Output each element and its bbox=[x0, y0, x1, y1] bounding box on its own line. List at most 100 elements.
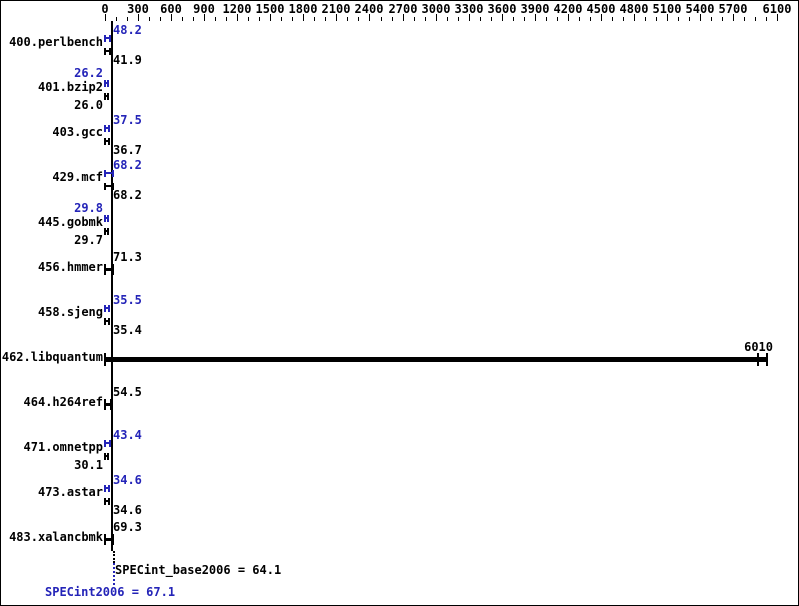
base-bar-462.libquantum bbox=[105, 357, 767, 362]
peak-bar-403.gcc-cap bbox=[108, 125, 110, 132]
peak-bar-429.mcf-cap bbox=[104, 170, 106, 177]
base-bar-464.h264ref-cap bbox=[104, 399, 106, 410]
peak-bar-401.bzip2-cap bbox=[107, 80, 109, 87]
x-axis-minor-tick bbox=[711, 17, 712, 21]
x-axis-minor-tick bbox=[491, 17, 492, 21]
x-axis-major-tick bbox=[700, 14, 701, 21]
x-axis-tick-label: 3300 bbox=[454, 2, 484, 16]
base-bar-401.bzip2-cap bbox=[107, 93, 109, 100]
base-bar-429.mcf-cap bbox=[104, 183, 106, 190]
base-value-458.sjeng: 35.4 bbox=[113, 323, 142, 337]
base-bar-429.mcf-cap bbox=[112, 183, 114, 190]
peak-bar-458.sjeng bbox=[105, 307, 109, 309]
peak-value-445.gobmk: 29.8 bbox=[74, 201, 103, 215]
x-axis-major-tick bbox=[733, 14, 734, 21]
base-value-403.gcc: 36.7 bbox=[113, 143, 142, 157]
x-axis-tick-label: 1800 bbox=[288, 2, 318, 16]
x-axis-major-tick bbox=[237, 14, 238, 21]
base-value-456.hmmer: 71.3 bbox=[113, 250, 142, 264]
x-axis-tick-label: 6100 bbox=[762, 2, 792, 16]
peak-value-400.perlbench: 48.2 bbox=[113, 23, 142, 37]
benchmark-label-483.xalancbmk: 483.xalancbmk bbox=[9, 530, 103, 544]
x-axis-major-tick bbox=[535, 14, 536, 21]
x-axis-tick-label: 5400 bbox=[685, 2, 715, 16]
base-bar-456.hmmer-cap bbox=[104, 264, 106, 275]
x-axis-major-tick bbox=[601, 14, 602, 21]
x-axis-major-tick bbox=[436, 14, 437, 21]
benchmark-label-456.hmmer: 456.hmmer bbox=[37, 260, 103, 274]
x-axis-minor-tick bbox=[744, 17, 745, 21]
x-axis-major-tick bbox=[171, 14, 172, 21]
x-axis-minor-tick bbox=[458, 17, 459, 21]
base-value-400.perlbench: 41.9 bbox=[113, 53, 142, 67]
base-bar-471.omnetpp bbox=[105, 455, 108, 457]
base-bar-403.gcc bbox=[105, 140, 109, 142]
x-axis-tick-label: 2100 bbox=[321, 2, 351, 16]
x-axis-minor-tick bbox=[248, 17, 249, 21]
x-axis-major-tick bbox=[403, 14, 404, 21]
x-axis-minor-tick bbox=[414, 17, 415, 21]
base-bar-464.h264ref bbox=[105, 403, 111, 406]
x-axis-tick-label: 3600 bbox=[487, 2, 517, 16]
peak-value-458.sjeng: 35.5 bbox=[113, 293, 142, 307]
x-axis-minor-tick bbox=[325, 17, 326, 21]
x-axis-minor-tick bbox=[281, 17, 282, 21]
x-axis-tick-label: 4500 bbox=[586, 2, 616, 16]
base-bar-471.omnetpp-cap bbox=[104, 453, 106, 460]
x-axis-major-tick bbox=[777, 14, 778, 21]
x-axis-minor-tick bbox=[358, 17, 359, 21]
x-axis-minor-tick bbox=[149, 17, 150, 21]
x-axis-minor-tick bbox=[755, 17, 756, 21]
peak-bar-429.mcf bbox=[105, 172, 113, 174]
peak-value-473.astar: 34.6 bbox=[113, 473, 142, 487]
base-bar-456.hmmer bbox=[105, 268, 113, 271]
base-bar-462.libquantum-inner-tick bbox=[757, 353, 759, 366]
x-axis-minor-tick bbox=[689, 17, 690, 21]
x-axis-minor-tick bbox=[193, 17, 194, 21]
x-axis-minor-tick bbox=[524, 17, 525, 21]
x-axis-minor-tick bbox=[347, 17, 348, 21]
x-axis-tick-label: 600 bbox=[160, 2, 182, 16]
base-bar-458.sjeng-cap bbox=[104, 318, 106, 325]
x-axis-major-tick bbox=[270, 14, 271, 21]
base-bar-471.omnetpp-cap bbox=[107, 453, 109, 460]
x-axis-minor-tick bbox=[381, 17, 382, 21]
x-axis-major-tick bbox=[634, 14, 635, 21]
peak-bar-401.bzip2-cap bbox=[104, 80, 106, 87]
peak-bar-403.gcc-cap bbox=[104, 125, 106, 132]
benchmark-label-458.sjeng: 458.sjeng bbox=[37, 305, 103, 319]
benchmark-label-429.mcf: 429.mcf bbox=[52, 170, 103, 184]
x-axis-minor-tick bbox=[425, 17, 426, 21]
x-axis-tick-label: 0 bbox=[101, 2, 109, 16]
x-axis-minor-tick bbox=[579, 17, 580, 21]
peak-bar-445.gobmk-cap bbox=[104, 215, 106, 222]
base-bar-483.xalancbmk bbox=[105, 538, 113, 541]
x-axis-minor-tick bbox=[480, 17, 481, 21]
base-bar-462.libquantum-cap bbox=[104, 353, 106, 366]
x-axis-minor-tick bbox=[612, 17, 613, 21]
x-axis-minor-tick bbox=[392, 17, 393, 21]
mean-dotted-line-base bbox=[113, 551, 115, 563]
peak-bar-473.astar-cap bbox=[104, 485, 106, 492]
peak-bar-473.astar-cap bbox=[108, 485, 110, 492]
x-axis-minor-tick bbox=[623, 17, 624, 21]
x-axis-tick-label: 5100 bbox=[652, 2, 682, 16]
base-bar-473.astar-cap bbox=[104, 498, 106, 505]
x-axis-minor-tick bbox=[116, 17, 117, 21]
benchmark-label-464.h264ref: 464.h264ref bbox=[23, 395, 103, 409]
peak-bar-401.bzip2 bbox=[105, 82, 108, 84]
x-axis-tick-label: 1500 bbox=[255, 2, 285, 16]
peak-bar-429.mcf-cap bbox=[112, 170, 114, 177]
base-value-483.xalancbmk: 69.3 bbox=[113, 520, 142, 534]
x-axis-tick-label: 3900 bbox=[520, 2, 550, 16]
x-axis-major-tick bbox=[204, 14, 205, 21]
x-axis-major-tick bbox=[105, 14, 106, 21]
base-bar-456.hmmer-cap bbox=[112, 264, 114, 275]
benchmark-label-471.omnetpp: 471.omnetpp bbox=[23, 440, 103, 454]
base-bar-403.gcc-cap bbox=[104, 138, 106, 145]
x-axis-major-tick bbox=[469, 14, 470, 21]
base-bar-462.libquantum-cap bbox=[766, 353, 768, 366]
benchmark-label-400.perlbench: 400.perlbench bbox=[9, 35, 103, 49]
base-bar-400.perlbench bbox=[105, 50, 110, 52]
